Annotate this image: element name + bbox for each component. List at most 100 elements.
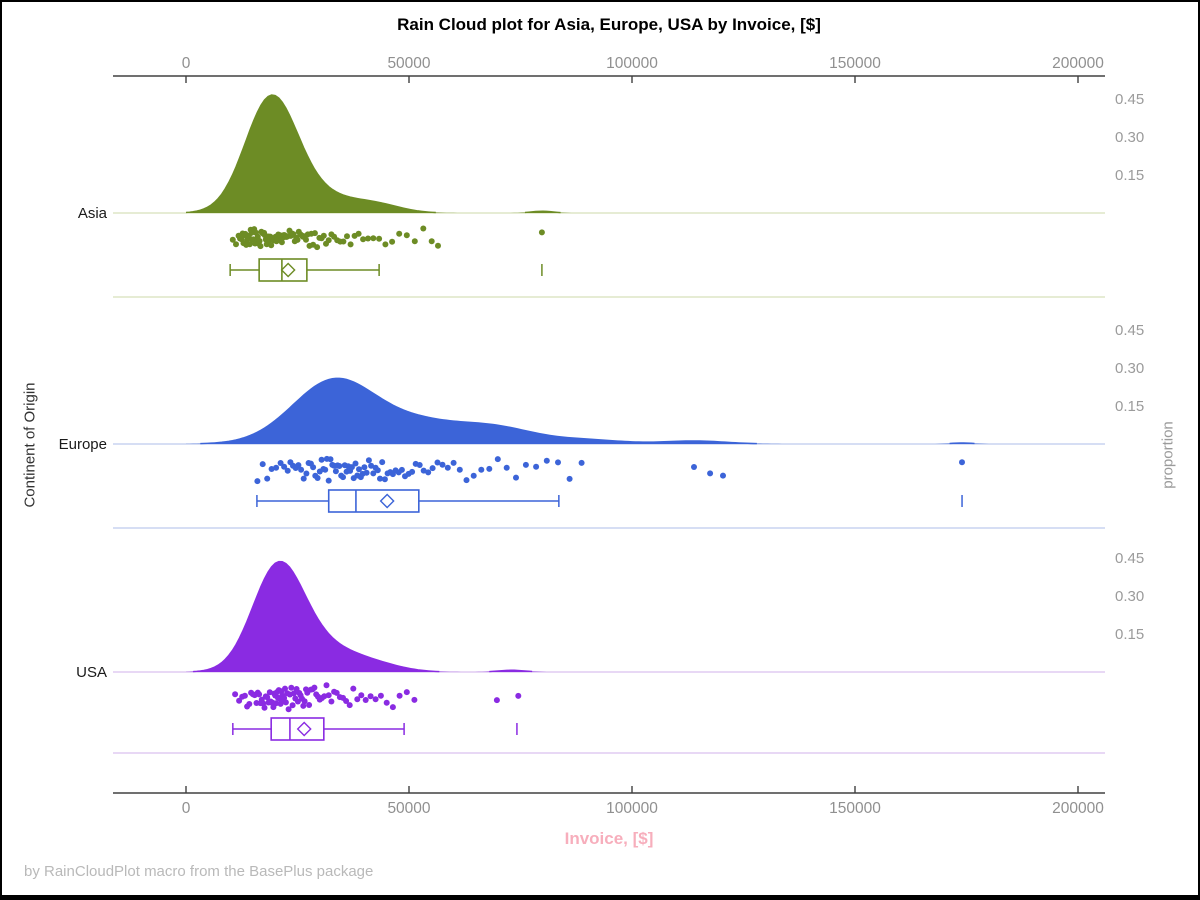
usa-rain-point [236,697,243,704]
proportion-tick-label: 0.15 [1115,398,1144,415]
usa-rain-point [343,698,350,704]
usa-rain-point [389,704,396,711]
proportion-tick-label: 0.30 [1115,588,1144,605]
europe-rain-point [310,464,317,471]
usa-rain-point [290,690,297,697]
europe-rain-point [444,464,451,471]
europe-category-label: Europe [59,436,107,453]
usa-rain-point [300,702,307,709]
europe-rain-point [720,472,726,479]
x-tick-label: 100000 [606,55,658,72]
proportion-tick-label: 0.45 [1115,322,1144,339]
europe-rain-point [340,474,346,481]
asia-rain-point [382,241,389,248]
europe-rain-point [503,464,510,471]
usa-rain-point [289,702,296,709]
europe-rain-point [273,464,280,471]
europe-rain-point [450,459,457,466]
x-tick-label: 50000 [387,55,430,72]
usa-rain-point [403,689,410,696]
usa-rain-point [264,694,271,701]
usa-rain-point [266,689,273,696]
asia-density-outline [185,94,436,214]
usa-rain-point [301,698,308,705]
asia-rain-point [229,236,236,243]
usa-rain-point [241,692,248,699]
usa-rain-point [323,682,330,689]
europe-rain-point [295,462,302,469]
asia-rain-point [246,241,253,248]
asia-mean-diamond [280,262,296,278]
usa-rain-point [333,689,340,696]
europe-rain-point [566,475,573,482]
europe-rain-point [420,467,427,474]
europe-rain-point [268,466,275,472]
usa-rain-point [282,699,289,706]
y-axis-title: Continent of Origin [21,382,39,508]
usa-rain-point [282,685,288,692]
europe-rain-point [254,478,261,485]
europe-box [327,489,420,513]
europe-rain-point [300,475,307,482]
usa-rain-point [354,696,361,703]
europe-rain-point [398,466,405,473]
proportion-tick-label: 0.15 [1115,626,1144,643]
usa-rain-point [362,697,369,703]
asia-rain-point [303,236,309,243]
x-tick-label: 150000 [829,55,881,72]
usa-rain-point [372,696,379,703]
usa-rain-point [273,700,280,707]
usa-rain-point [358,692,365,699]
europe-rain-point [284,467,291,474]
europe-rain-point [381,476,388,483]
usa-rain-point [328,698,335,705]
europe-rain-point [363,469,370,476]
usa-rain-point [493,697,500,704]
usa-rain-point [411,696,418,703]
europe-rain-point [327,456,334,463]
asia-rain-point [355,230,362,237]
europe-rain-point [365,457,372,464]
asia-rain-point [411,238,418,245]
europe-rain-point [434,459,441,466]
proportion-tick-label: 0.30 [1115,129,1144,146]
asia-rain-point [403,232,410,239]
x-tick-label: 0 [182,55,191,72]
usa-rain-point [396,692,403,699]
europe-density-cloud [186,378,1105,444]
europe-rain-point [379,459,386,466]
proportion-tick-label: 0.30 [1115,360,1144,377]
europe-rain-point [377,475,383,482]
asia-rain-point [233,241,239,248]
europe-rain-point [332,468,339,475]
x-tick-label: 150000 [829,800,881,817]
europe-rain-point [463,477,470,484]
europe-rain-point [439,461,446,468]
asia-rain-point [314,244,321,251]
europe-rain-point [543,457,550,464]
usa-rain-point [232,691,239,698]
europe-rain-point [425,469,432,476]
asia-rain-point [396,230,403,237]
proportion-tick-label: 0.45 [1115,550,1144,567]
europe-rain-point [298,466,305,473]
x-tick-label: 50000 [387,800,430,817]
europe-rain-point [325,477,332,484]
europe-rain-point [707,470,714,477]
usa-rain-point [383,699,390,706]
asia-rain-point [278,239,285,246]
footer-credit: by RainCloudPlot macro from the BasePlus… [24,863,374,880]
europe-rain-point [578,459,585,466]
x-tick-label: 200000 [1052,800,1104,817]
europe-rain-point [416,462,423,468]
europe-rain-point [522,461,529,468]
europe-rain-point [959,459,965,466]
usa-rain-point [306,702,313,708]
europe-rain-point [409,468,416,475]
asia-rain-point [294,236,301,243]
europe-rain-point [470,472,477,479]
europe-rain-point [478,466,485,473]
x-tick-label: 200000 [1052,55,1104,72]
